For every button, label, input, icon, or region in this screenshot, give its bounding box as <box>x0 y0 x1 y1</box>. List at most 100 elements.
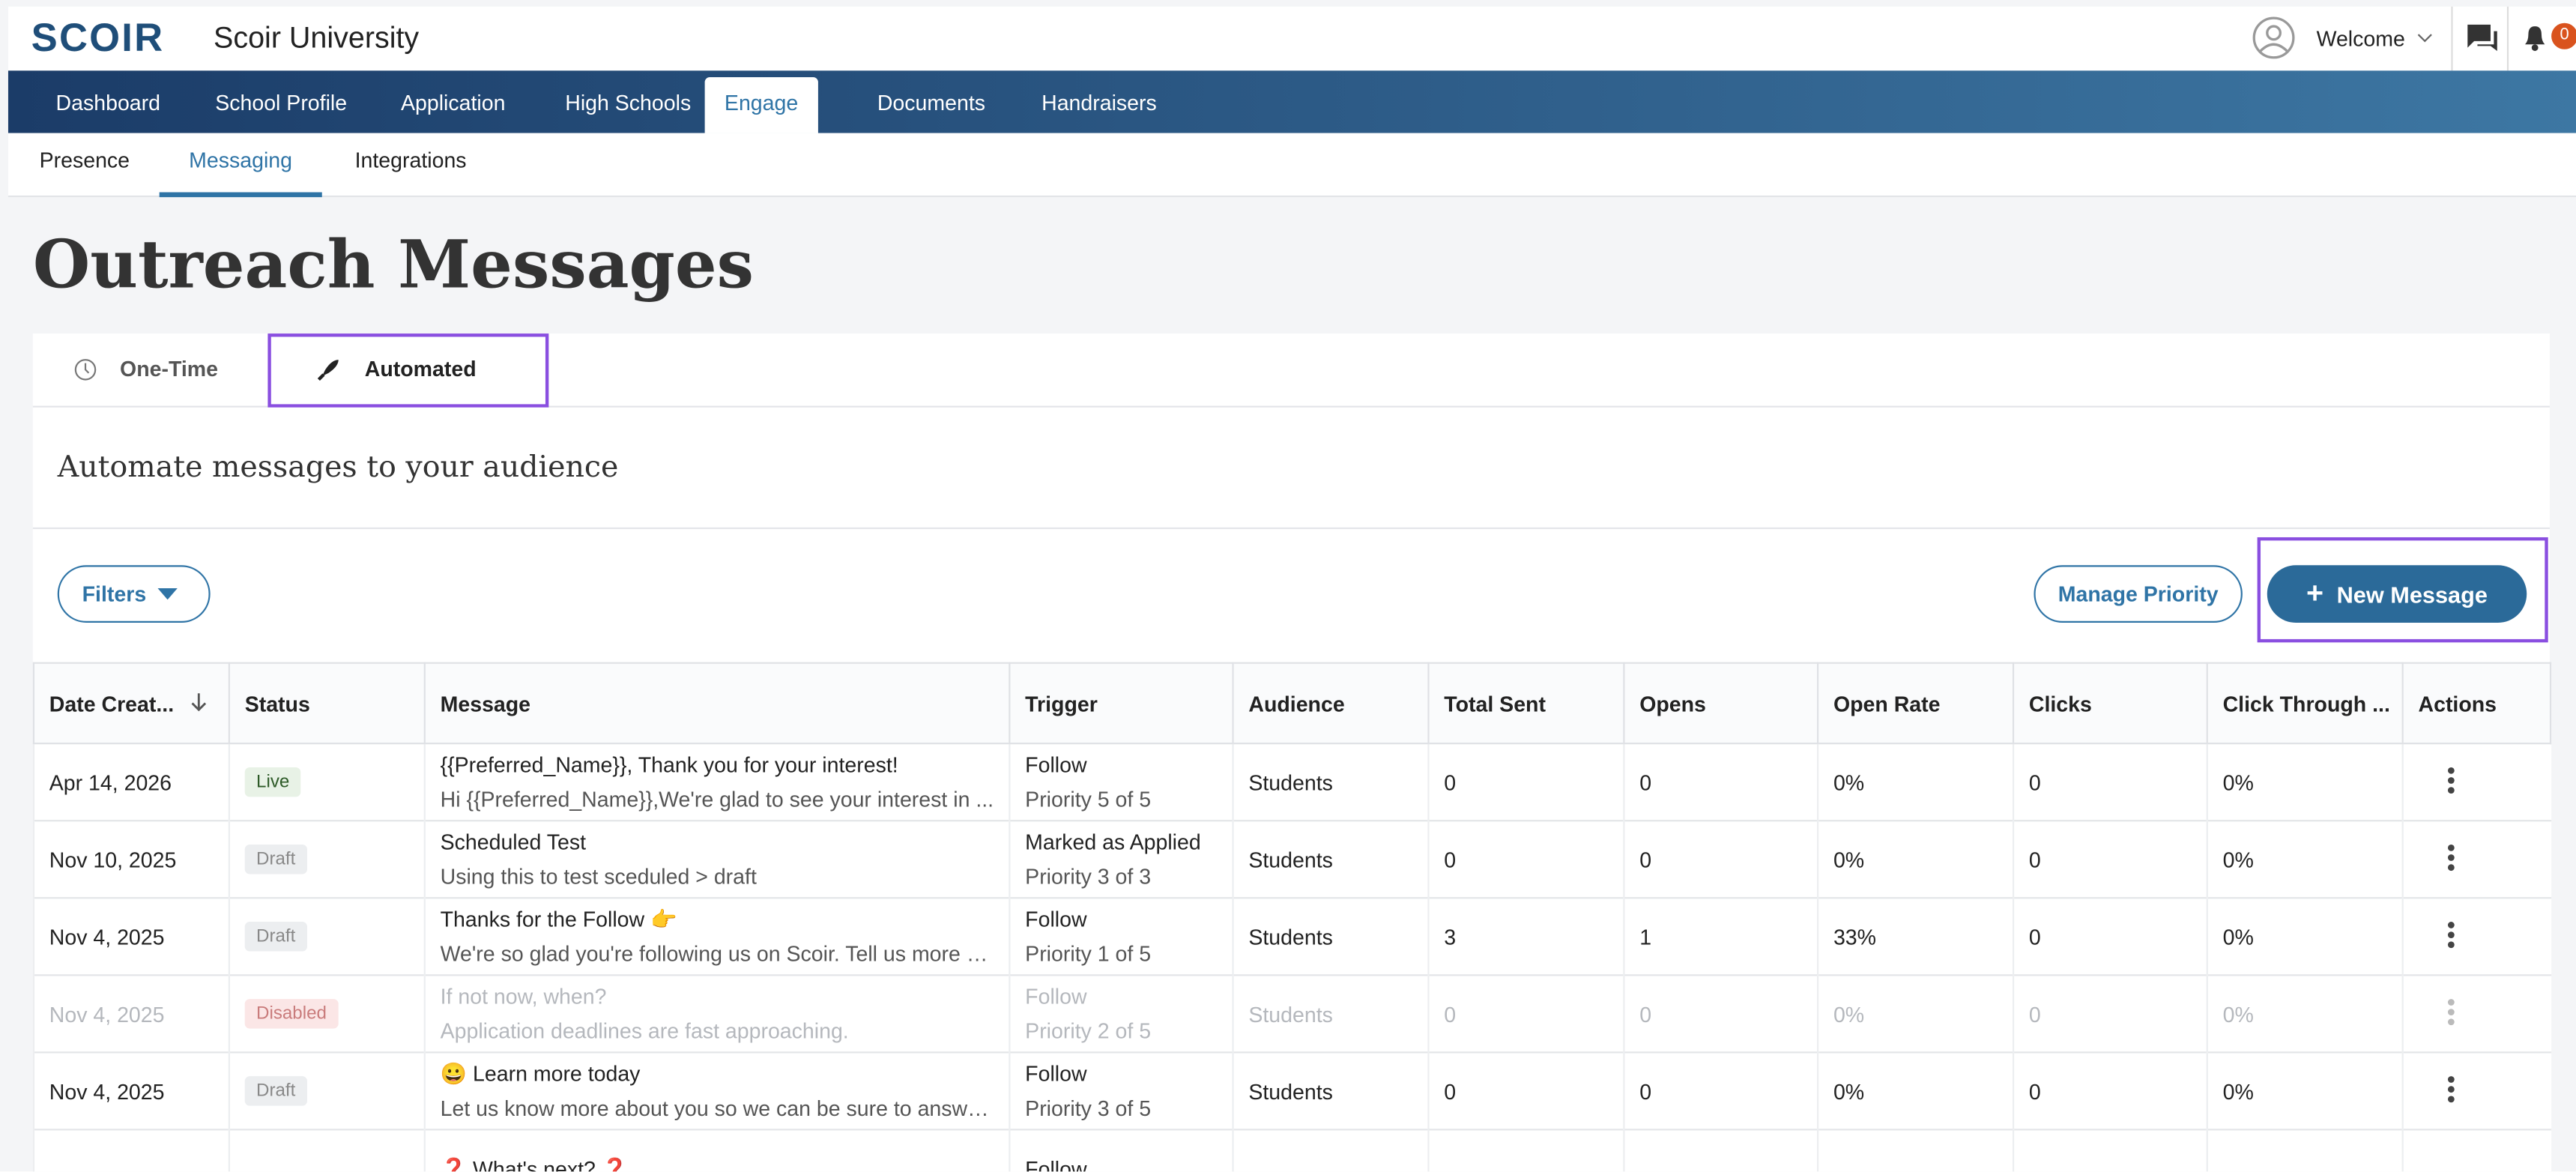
column-header: Clicks <box>2012 662 2208 745</box>
audience: Students <box>1248 847 1333 872</box>
cell: 0% <box>1817 820 2014 898</box>
cell: Draft <box>228 897 425 976</box>
manage-priority-button[interactable]: Manage Priority <box>2034 565 2243 623</box>
priority: Priority 3 of 5 <box>1025 1096 1152 1121</box>
opens: 1 <box>1639 924 1652 949</box>
actions-menu[interactable] <box>2434 763 2467 796</box>
column-label: Message <box>440 690 531 716</box>
filters-button[interactable]: Filters <box>57 565 211 623</box>
status-pill: Draft <box>244 922 307 952</box>
cell: 0 <box>2012 820 2207 898</box>
clicks: 0 <box>2028 924 2041 949</box>
table-row[interactable]: Nov 4, 2025 Draft 😀 Learn more today Let us… <box>32 1051 2551 1130</box>
clicks: 0 <box>2028 770 2041 795</box>
cell: 0 <box>1623 743 1818 821</box>
cell: 0 <box>1623 974 1818 1053</box>
chat-icon[interactable] <box>2464 22 2500 55</box>
cell: 0 <box>2012 897 2207 976</box>
new-message-button[interactable]: + New Message <box>2267 565 2527 623</box>
ctr: 0% <box>2222 847 2254 872</box>
actions-menu[interactable] <box>2434 995 2467 1028</box>
button-label: New Message <box>2336 582 2488 608</box>
message-title: If not now, when? <box>440 984 607 1009</box>
bell-icon[interactable] <box>2518 22 2551 55</box>
cell: Draft <box>228 1051 425 1130</box>
nav-item[interactable]: Handraisers <box>1041 90 1157 115</box>
nav-item[interactable]: High Schools <box>565 90 692 115</box>
cell <box>2401 820 2551 898</box>
avatar-icon[interactable] <box>2251 15 2300 64</box>
cell: Nov 4, 2025 <box>32 1051 229 1130</box>
audience: Students <box>1248 1078 1333 1104</box>
cell: 0 <box>1427 743 1624 821</box>
nav-item[interactable]: Documents <box>877 90 986 115</box>
tab[interactable]: One-Time <box>120 356 218 381</box>
table-row[interactable]: Apr 14, 2026 Live {{Preferred_Name}}, Than… <box>32 743 2551 821</box>
cell <box>2401 974 2551 1053</box>
column-label: Audience <box>1248 690 1345 716</box>
messages-table: Date Creat... Status Message Trigger Audienc… <box>32 662 2552 1172</box>
actions-menu[interactable] <box>2434 1072 2467 1105</box>
subnav-item[interactable]: Messaging <box>159 133 322 198</box>
cell <box>32 1129 229 1172</box>
cell: 0 <box>2012 974 2207 1053</box>
cell: 0 <box>2012 743 2207 821</box>
cell: {{Preferred_Name}}, Thank you for your i… <box>423 743 1010 821</box>
table-row[interactable]: ❓ What's next? ❓ Follow <box>32 1129 2551 1172</box>
audience: Students <box>1248 924 1333 949</box>
cell <box>1427 1129 1624 1172</box>
subnav-item[interactable]: Presence <box>39 148 130 173</box>
cell: 33% <box>1817 897 2014 976</box>
nav-item[interactable]: School Profile <box>215 90 348 115</box>
sent: 0 <box>1444 1078 1457 1104</box>
cell: Students <box>1232 974 1429 1053</box>
cell: Live <box>228 743 425 821</box>
cell: Follow Priority 3 of 5 <box>1009 1051 1233 1130</box>
cell: 0 <box>1623 1051 1818 1130</box>
column-header: Click Through ... <box>2206 662 2404 745</box>
nav-item[interactable]: Engage <box>704 77 818 133</box>
cell: 0 <box>1427 820 1624 898</box>
date: Nov 4, 2025 <box>49 1001 165 1027</box>
table-row[interactable]: Nov 4, 2025 Draft Thanks for the Follow 👉 W… <box>32 897 2551 976</box>
rate: 0% <box>1833 1078 1865 1104</box>
nav-item[interactable]: Dashboard <box>55 90 161 115</box>
cell: Draft <box>228 820 425 898</box>
cell: Follow Priority 1 of 5 <box>1009 897 1233 976</box>
ctr: 0% <box>2222 1078 2254 1104</box>
table-row[interactable]: Nov 10, 2025 Draft Scheduled Test Using thi… <box>32 820 2551 898</box>
table-row[interactable]: Nov 4, 2025 Disabled If not now, when? Appl… <box>32 974 2551 1053</box>
clicks: 0 <box>2028 1078 2041 1104</box>
opens: 0 <box>1639 770 1652 795</box>
sent: 0 <box>1444 847 1457 872</box>
trigger: Follow <box>1025 752 1087 778</box>
org-name: Scoir University <box>214 21 420 55</box>
actions-menu[interactable] <box>2434 918 2467 951</box>
cell: 3 <box>1427 897 1624 976</box>
date: Nov 4, 2025 <box>49 924 165 949</box>
logo[interactable]: SCOIR <box>31 16 165 61</box>
trigger: Marked as Applied <box>1025 830 1201 855</box>
actions-menu[interactable] <box>2434 841 2467 874</box>
rocket-icon <box>317 360 339 381</box>
message-preview: Application deadlines are fast approachi… <box>440 1018 849 1044</box>
column-header[interactable]: Date Creat... <box>32 662 230 745</box>
tab[interactable]: Automated <box>364 356 477 381</box>
divider <box>32 527 2550 530</box>
column-label: Opens <box>1639 690 1706 716</box>
divider <box>2451 6 2453 71</box>
message-title: Thanks for the Follow 👉 <box>440 907 677 932</box>
nav-item[interactable]: Application <box>400 90 506 115</box>
priority: Priority 3 of 3 <box>1025 864 1152 889</box>
sort-icon[interactable] <box>187 691 211 711</box>
welcome-menu[interactable]: Welcome <box>2316 26 2405 51</box>
trigger: Follow <box>1025 1061 1087 1087</box>
highlight-box <box>2257 537 2548 643</box>
cell: 0% <box>2206 897 2403 976</box>
cell: Follow <box>1009 1129 1233 1172</box>
cell: 0% <box>1817 1051 2014 1130</box>
section-heading: Automate messages to your audience <box>57 450 619 485</box>
subnav-item[interactable]: Integrations <box>354 148 467 173</box>
cell: Students <box>1232 743 1429 821</box>
